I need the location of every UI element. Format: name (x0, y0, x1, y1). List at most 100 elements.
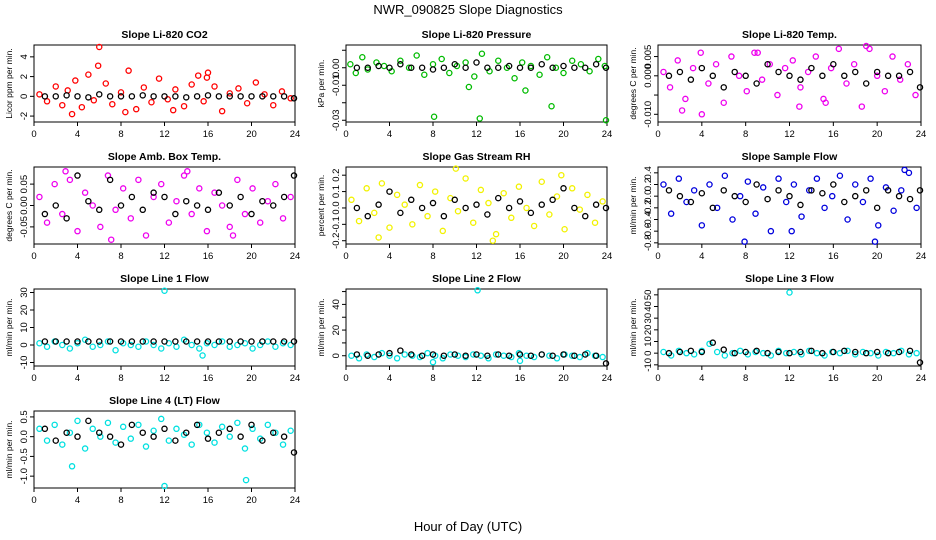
data-point-highlight (676, 192, 684, 200)
data-point (194, 72, 202, 79)
plot-frame (345, 166, 608, 245)
x-tick-label: 20 (558, 129, 569, 140)
data-point-highlight (407, 196, 415, 204)
data-point (409, 352, 416, 359)
data-point-highlight (819, 72, 826, 80)
figure-xlabel: Hour of Day (UTC) (414, 519, 522, 534)
data-point-highlight (41, 93, 49, 100)
data-point (836, 172, 844, 179)
data-point-highlight (215, 93, 223, 100)
data-point (599, 198, 606, 205)
data-point (127, 215, 135, 222)
panel-6: Slope Sample Flow 0 4 8 12 16 20 24 -0.8-0.6-0.4… (628, 151, 926, 262)
data-point-highlight (764, 61, 771, 68)
data-point-highlight (259, 437, 266, 444)
y-tick-label: -0.1 (331, 216, 342, 232)
data-point-highlight (375, 351, 382, 358)
data-point-highlight (473, 59, 480, 66)
data-point (66, 345, 74, 352)
data-point (89, 202, 96, 209)
data-point-highlight (172, 210, 179, 218)
data-point (287, 427, 294, 434)
x-tick-label: 0 (31, 373, 36, 384)
y-tick-label: -0.01 (331, 74, 342, 96)
data-point-highlight (731, 68, 738, 76)
data-point (386, 352, 393, 359)
data-point-highlight (259, 197, 266, 205)
data-point-highlight (96, 338, 103, 345)
x-tick-label: 16 (515, 373, 526, 384)
data-point (850, 61, 858, 68)
x-tick-label: 12 (159, 129, 170, 140)
data-point-highlight (397, 347, 404, 354)
data-point (272, 180, 279, 188)
y-tick-label: 20 (19, 305, 30, 316)
data-point (759, 184, 767, 191)
data-point (371, 209, 378, 217)
data-point-highlight (41, 338, 49, 345)
data-point (424, 349, 431, 357)
plot-frame (657, 288, 922, 367)
data-point (119, 423, 127, 431)
data-point-highlight (720, 187, 728, 194)
y-axis-label: Licor ppm per min. (4, 48, 14, 118)
data-point (109, 100, 116, 108)
data-point (74, 417, 81, 425)
data-point (538, 178, 546, 185)
data-point-highlight (516, 351, 524, 358)
data-point-highlight (418, 64, 426, 72)
data-point-highlight (698, 348, 706, 356)
data-point (416, 181, 424, 189)
data-point (875, 222, 882, 229)
data-point-highlight (386, 188, 393, 195)
data-point (249, 345, 256, 352)
data-point-highlight (516, 198, 524, 205)
data-point (798, 213, 805, 220)
data-point-highlight (592, 201, 600, 208)
data-point (36, 425, 43, 433)
data-point (234, 341, 241, 349)
data-point-highlight (364, 352, 371, 359)
y-tick-label: -0.05 (19, 216, 30, 238)
data-point-highlight (862, 187, 870, 194)
data-point-highlight (873, 348, 881, 356)
data-point (523, 352, 530, 359)
y-tick-label: 0.2 (331, 169, 342, 182)
data-point-highlight (429, 66, 437, 73)
data-point-highlight (505, 204, 513, 212)
data-point (471, 73, 478, 80)
data-point (172, 86, 179, 93)
y-tick-label: -2 (19, 112, 30, 120)
data-point-highlight (193, 202, 201, 209)
y-tick-label: 10 (643, 336, 654, 347)
data-point (211, 83, 218, 90)
data-point (485, 199, 492, 207)
y-tick-label: 10 (19, 322, 30, 333)
x-tick-label: 24 (290, 129, 301, 140)
data-point-highlight (720, 84, 728, 91)
data-point (242, 476, 250, 484)
plot-frame (33, 410, 296, 489)
data-point (429, 61, 437, 68)
data-point (881, 87, 889, 95)
data-point (272, 429, 279, 436)
data-point-highlight (353, 351, 361, 358)
data-point (188, 441, 195, 448)
data-point-highlight (602, 204, 610, 212)
data-point-highlight (819, 189, 826, 197)
data-point-highlight (494, 194, 502, 202)
data-point-highlight (85, 338, 92, 345)
y-tick-label: -0.8 (643, 235, 654, 251)
panel-title: Slope Gas Stream RH (423, 151, 531, 163)
data-point-highlight (237, 93, 244, 100)
data-point-highlight (494, 64, 502, 72)
data-point-highlight (808, 347, 815, 355)
data-point (813, 349, 821, 357)
data-point-highlight (215, 338, 223, 345)
data-point-highlight (269, 429, 277, 436)
data-point (85, 71, 92, 78)
data-point-highlight (269, 202, 277, 209)
y-tick-label: 0.000 (643, 64, 654, 88)
